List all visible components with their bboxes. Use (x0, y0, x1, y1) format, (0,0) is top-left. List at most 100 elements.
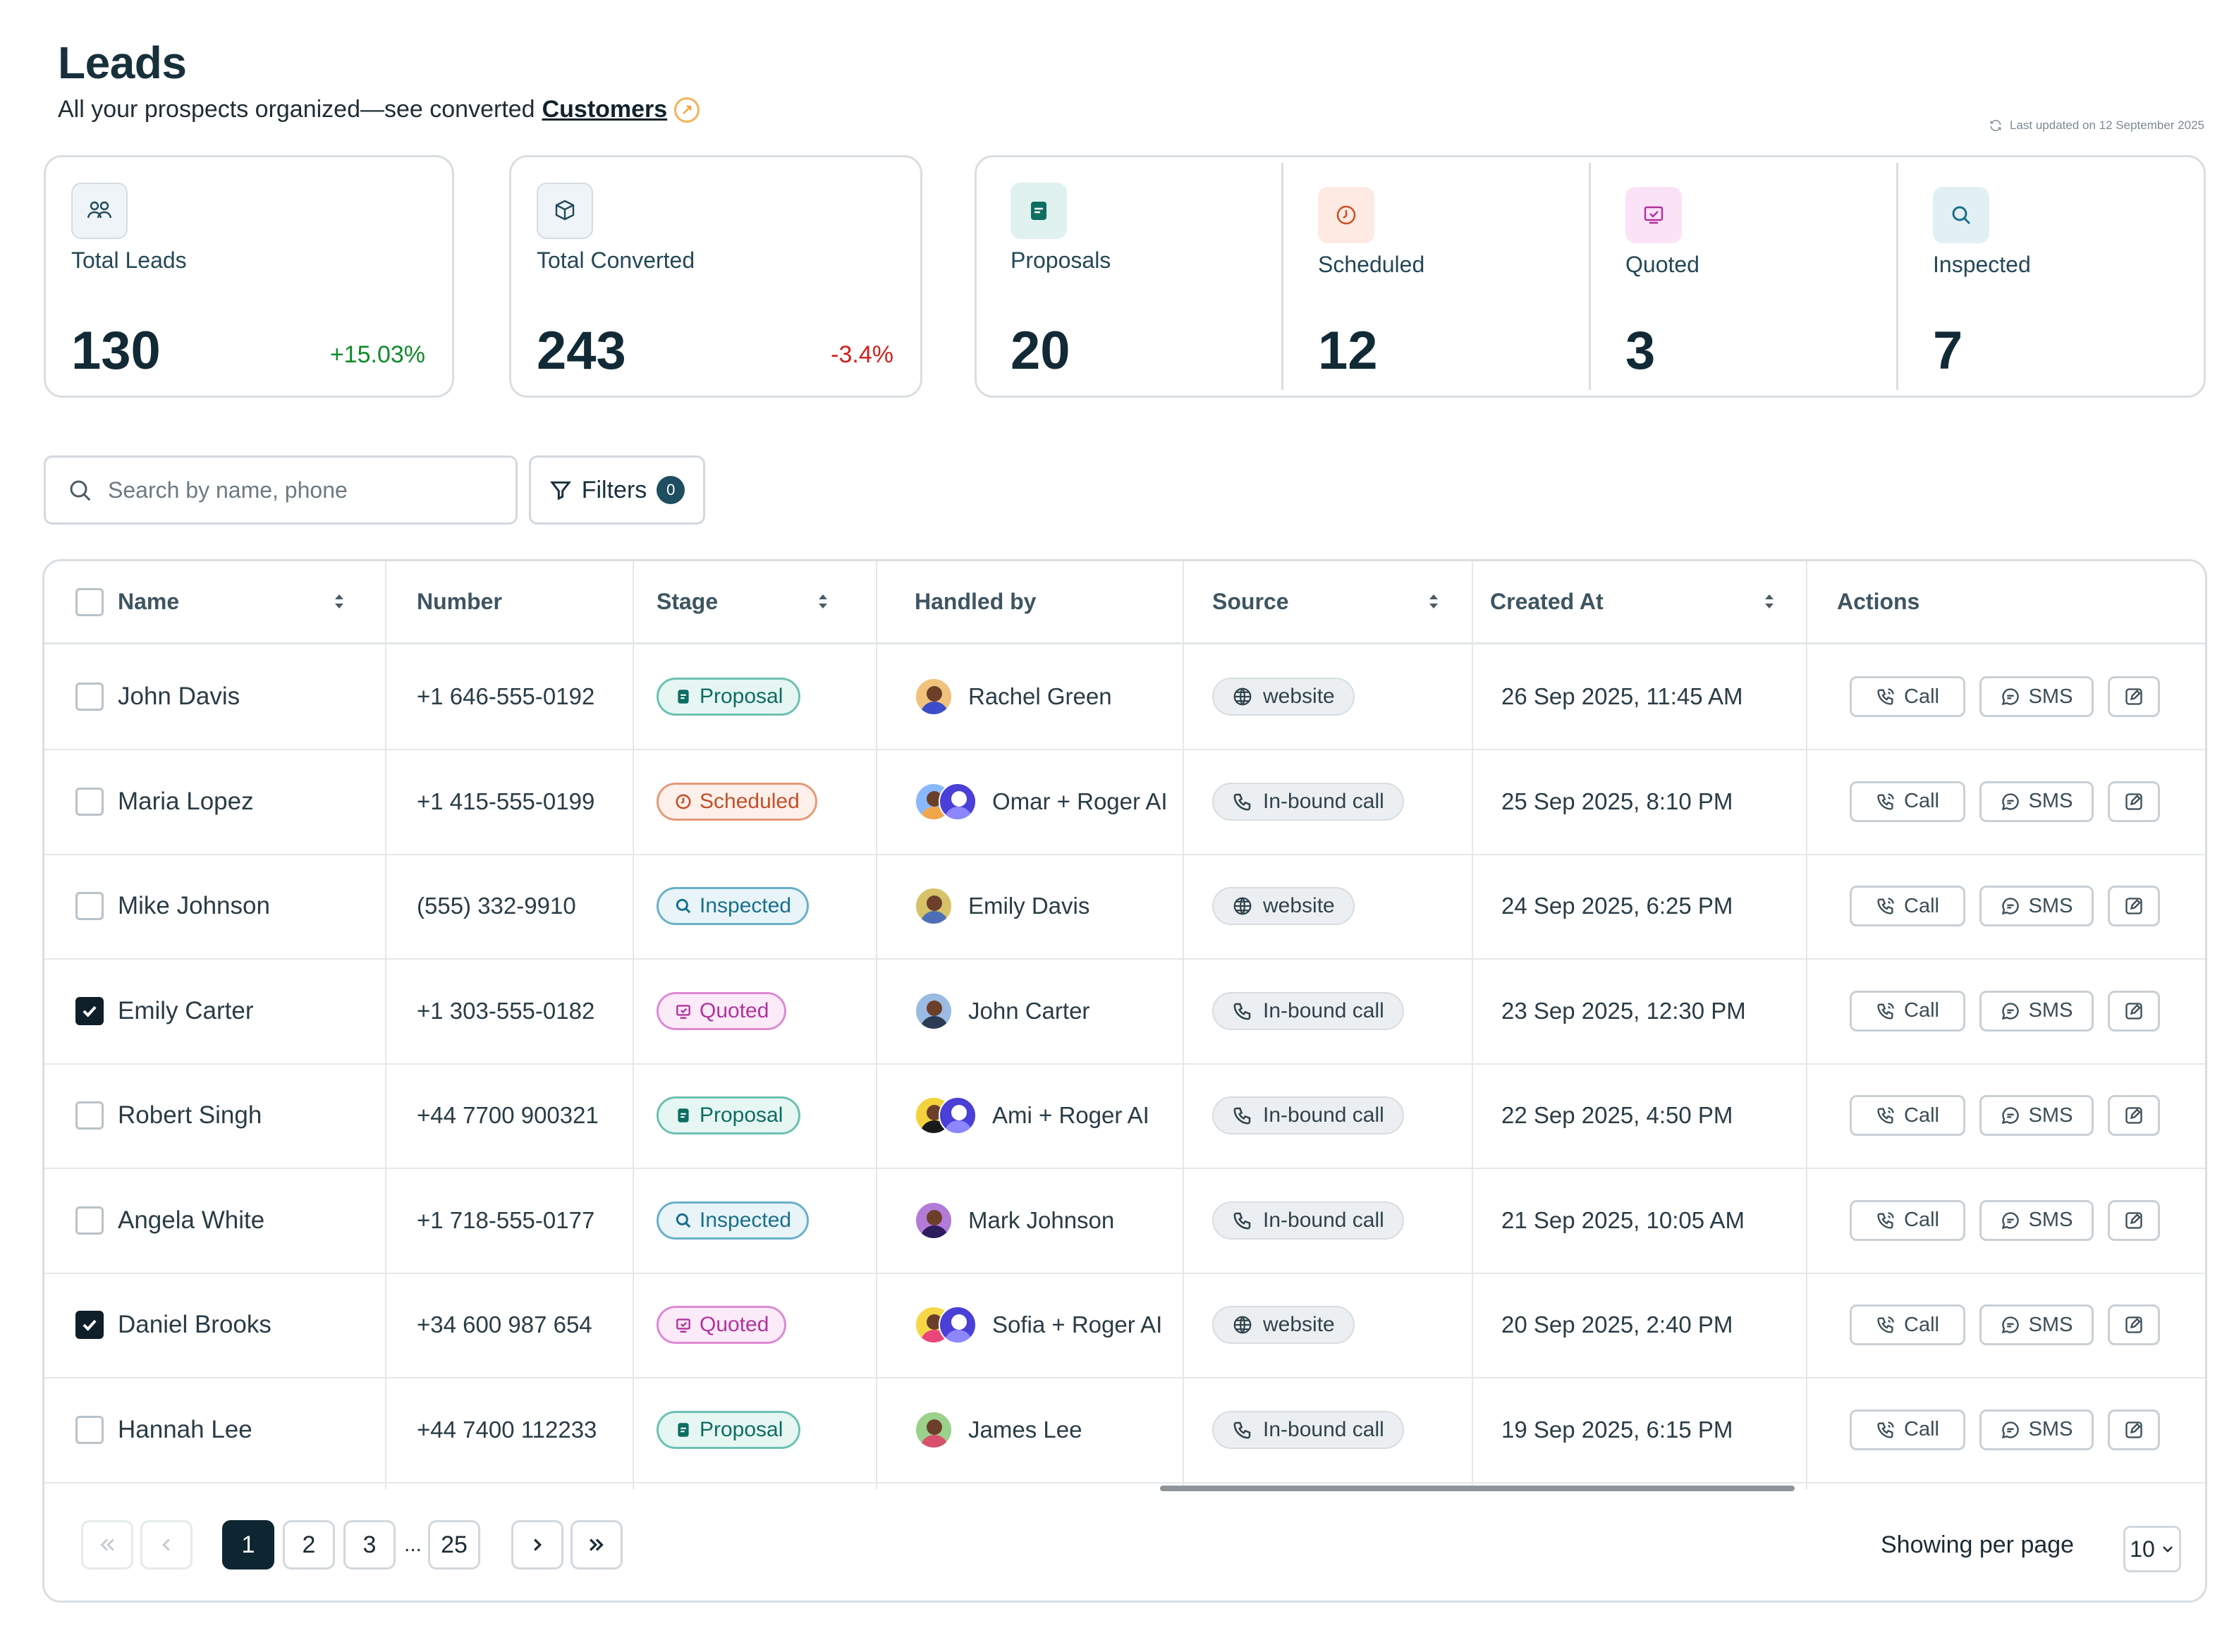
call-button[interactable]: Call (1850, 676, 1965, 717)
stage-badge-label: Scheduled (700, 789, 800, 813)
stage-badge-label: Proposal (700, 685, 783, 708)
call-button[interactable]: Call (1850, 781, 1965, 822)
sort-icon[interactable] (816, 591, 830, 612)
select-all-checkbox[interactable] (75, 587, 104, 616)
call-button[interactable]: Call (1850, 1199, 1965, 1241)
source-badge: In-bound call (1212, 1201, 1404, 1240)
page-button-2[interactable]: 2 (283, 1520, 335, 1570)
chevron-right-icon (534, 1538, 542, 1551)
search-input[interactable] (108, 477, 503, 503)
table-row[interactable]: Maria Lopez +1 415-555-0199 Scheduled Omar … (44, 749, 2205, 855)
row-checkbox[interactable] (75, 787, 104, 816)
column-source[interactable]: Source (1212, 589, 1289, 614)
stage-quoted[interactable]: Quoted 3 (1592, 157, 1895, 396)
lead-name[interactable]: John Davis (118, 683, 240, 710)
created-at: 26 Sep 2025, 11:45 AM (1501, 683, 1743, 709)
created-at: 23 Sep 2025, 12:30 PM (1501, 997, 1746, 1024)
sms-button[interactable]: SMS (1979, 1409, 2094, 1450)
sms-button[interactable]: SMS (1979, 1304, 2094, 1345)
lead-name[interactable]: Hannah Lee (118, 1415, 252, 1443)
sms-button[interactable]: SMS (1979, 676, 2094, 717)
row-checkbox[interactable] (75, 1415, 104, 1444)
edit-button[interactable] (2108, 1409, 2160, 1450)
call-button[interactable]: Call (1850, 1304, 1965, 1345)
row-checkbox[interactable] (75, 683, 104, 711)
customers-link[interactable]: Customers (542, 96, 668, 123)
lead-name[interactable]: Daniel Brooks (118, 1311, 271, 1338)
lead-name[interactable]: Emily Carter (118, 996, 254, 1024)
globe-icon (1233, 897, 1252, 915)
source-label: In-bound call (1263, 1208, 1384, 1232)
source-label: In-bound call (1263, 1103, 1384, 1127)
first-page-button[interactable] (81, 1520, 133, 1570)
stage-proposals[interactable]: Proposals 20 (977, 157, 1280, 396)
kpi-card-total-converted: Total Converted 243 -3.4% (509, 155, 922, 398)
table-row[interactable]: Emily Carter +1 303-555-0182 Quoted John Ca… (44, 959, 2205, 1065)
table-row[interactable]: Daniel Brooks +34 600 987 654 Quoted Sofia … (44, 1273, 2205, 1378)
row-checkbox[interactable] (75, 996, 104, 1025)
table-row[interactable]: Robert Singh +44 7700 900321 Proposal Ami +… (44, 1063, 2205, 1169)
table-row[interactable]: John Davis +1 646-555-0192 Proposal Rachel … (44, 644, 2205, 750)
filter-icon (549, 481, 571, 501)
search-box[interactable] (44, 455, 518, 525)
filters-button[interactable]: Filters 0 (529, 455, 705, 525)
lead-name[interactable]: Robert Singh (118, 1101, 262, 1129)
column-created-at[interactable]: Created At (1490, 589, 1604, 614)
edit-button[interactable] (2108, 1304, 2160, 1345)
sort-icon[interactable] (332, 591, 346, 612)
last-updated: Last updated on 12 September 2025 (1989, 118, 2204, 133)
row-checkbox[interactable] (75, 1311, 104, 1339)
page-button-3[interactable]: 3 (343, 1520, 396, 1570)
lead-name[interactable]: Maria Lopez (118, 787, 254, 815)
row-checkbox[interactable] (75, 892, 104, 920)
handler-avatars (915, 1410, 953, 1449)
edit-button[interactable] (2108, 990, 2160, 1032)
edit-button[interactable] (2108, 1199, 2160, 1241)
prev-page-button[interactable] (140, 1520, 193, 1570)
external-link-icon[interactable]: ↗ (674, 97, 700, 123)
table-row[interactable]: Mike Johnson (555) 332-9910 Inspected Emily… (44, 854, 2205, 960)
edit-button[interactable] (2108, 781, 2160, 822)
call-button[interactable]: Call (1850, 990, 1965, 1032)
lead-name[interactable]: Angela White (118, 1206, 265, 1234)
call-button[interactable]: Call (1850, 1095, 1965, 1136)
column-stage[interactable]: Stage (657, 589, 719, 614)
stage-scheduled[interactable]: Scheduled 12 (1284, 157, 1587, 396)
edit-button[interactable] (2108, 1095, 2160, 1136)
call-button[interactable]: Call (1850, 886, 1965, 926)
call-label: Call (1904, 1103, 1939, 1127)
search-icon (1933, 187, 1989, 243)
stage-inspected[interactable]: Inspected 7 (1899, 157, 2202, 396)
row-checkbox[interactable] (75, 1101, 104, 1130)
last-page-button[interactable] (570, 1520, 623, 1570)
lead-name[interactable]: Mike Johnson (118, 892, 270, 919)
page-button-25[interactable]: 25 (428, 1520, 480, 1570)
table-row[interactable]: Hannah Lee +44 7400 112233 Proposal James L… (44, 1378, 2205, 1483)
column-divider (1183, 561, 1184, 1489)
edit-button[interactable] (2108, 676, 2160, 717)
sms-button[interactable]: SMS (1979, 990, 2094, 1032)
phone-icon (1877, 1316, 1894, 1333)
column-name[interactable]: Name (118, 589, 180, 614)
row-checkbox[interactable] (75, 1206, 104, 1235)
sms-button[interactable]: SMS (1979, 886, 2094, 926)
call-label: Call (1904, 894, 1939, 917)
call-button[interactable]: Call (1850, 1409, 1965, 1450)
page-button-1[interactable]: 1 (222, 1520, 274, 1570)
search-icon (70, 480, 91, 501)
edit-button[interactable] (2108, 886, 2160, 926)
sms-button[interactable]: SMS (1979, 781, 2094, 822)
sort-icon[interactable] (1762, 591, 1776, 612)
next-page-button[interactable] (511, 1520, 563, 1570)
sms-button[interactable]: SMS (1979, 1095, 2094, 1136)
horizontal-scrollbar[interactable] (1160, 1486, 1795, 1491)
phone-icon (1233, 1212, 1251, 1230)
header-select-all[interactable] (75, 561, 104, 642)
sort-icon[interactable] (1427, 591, 1441, 612)
message-icon (2001, 898, 2019, 915)
per-page-select[interactable]: 10 (2123, 1526, 2181, 1572)
message-icon (2001, 793, 2019, 810)
sms-button[interactable]: SMS (1979, 1199, 2094, 1241)
table-row[interactable]: Angela White +1 718-555-0177 Inspected Mark… (44, 1168, 2205, 1274)
refresh-icon[interactable] (1989, 118, 2003, 133)
